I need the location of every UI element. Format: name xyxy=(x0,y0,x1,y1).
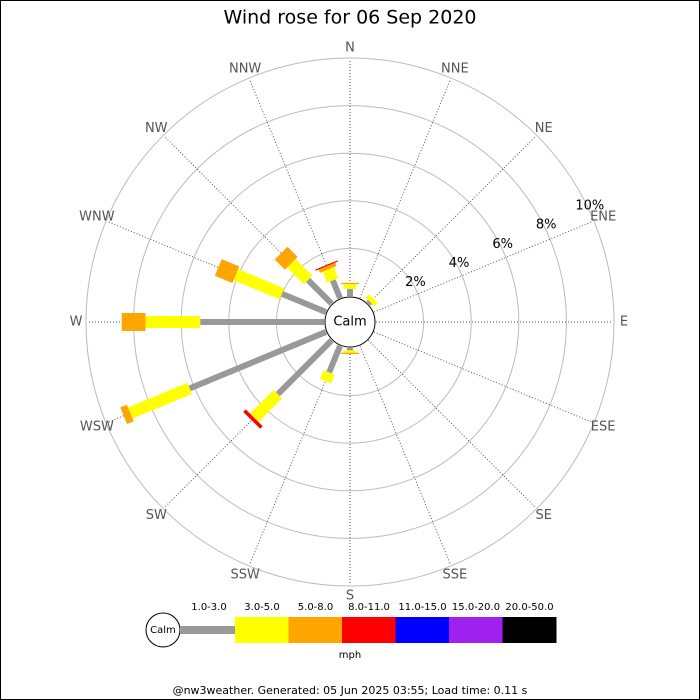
direction-label: NW xyxy=(145,121,168,136)
wind-bar xyxy=(326,344,343,374)
wind-bar xyxy=(347,348,353,351)
direction-label: SSW xyxy=(230,568,260,583)
legend-swatch xyxy=(342,617,396,643)
wind-bar xyxy=(214,259,240,284)
wind-bar xyxy=(188,329,328,392)
wind-bar xyxy=(243,409,263,429)
legend-label: 5.0-8.0 xyxy=(298,602,333,613)
wind-bar xyxy=(280,291,328,315)
wind-bar xyxy=(319,370,335,384)
wind-bar xyxy=(249,389,283,423)
direction-label: S xyxy=(346,589,354,604)
wind-bar xyxy=(127,382,192,419)
wind-bar xyxy=(344,350,356,353)
spoke xyxy=(368,340,536,508)
wind-bar xyxy=(318,262,337,273)
legend-label: 1.0-3.0 xyxy=(191,602,226,613)
direction-label: SE xyxy=(536,508,552,523)
calm-label: Calm xyxy=(333,315,366,330)
legend-swatch xyxy=(288,617,343,643)
wind-bar xyxy=(315,260,338,271)
direction-label: ENE xyxy=(590,210,616,225)
spoke xyxy=(249,345,341,565)
spoke xyxy=(373,331,593,423)
legend-label: 20.0-50.0 xyxy=(505,602,553,613)
r-tick-label: 2% xyxy=(405,275,426,290)
legend-label: 3.0-5.0 xyxy=(244,602,279,613)
wind-bar xyxy=(341,282,359,285)
direction-label: N xyxy=(345,41,355,56)
spoke xyxy=(359,79,451,299)
legend-calm-label: Calm xyxy=(150,625,176,636)
direction-label: SW xyxy=(146,508,167,523)
wind-bar xyxy=(145,316,201,328)
wind-bar xyxy=(200,319,324,325)
grid-ring xyxy=(85,57,615,587)
footer: @nw3weather. Generated: 05 Jun 2025 03:5… xyxy=(173,684,528,697)
direction-label: W xyxy=(70,315,83,330)
r-tick-label: 10% xyxy=(575,199,604,214)
spoke xyxy=(368,136,536,304)
legend-swatch xyxy=(235,617,289,643)
legend-swatch xyxy=(502,617,557,643)
wind-bar xyxy=(275,338,334,397)
wind-bar xyxy=(121,313,146,331)
legend-label: 8.0-11.0 xyxy=(348,602,390,613)
wind-bar xyxy=(286,258,313,285)
chart-title: Wind rose for 06 Sep 2020 xyxy=(223,7,476,29)
legend-label: 15.0-20.0 xyxy=(452,602,500,613)
wind-bar xyxy=(341,352,359,354)
wind-bar xyxy=(233,269,285,300)
legend-swatch xyxy=(449,617,503,643)
direction-label: WNW xyxy=(79,210,115,225)
wind-bar xyxy=(344,284,356,289)
unit-label: mph xyxy=(339,650,361,661)
wind-bar xyxy=(347,288,353,296)
wind-bar xyxy=(274,246,298,270)
r-tick-label: 8% xyxy=(536,218,557,233)
spoke xyxy=(373,221,593,313)
wind-bar xyxy=(366,299,373,306)
legend-swatch xyxy=(180,626,235,634)
direction-label: NNW xyxy=(229,61,261,76)
wind-bar xyxy=(365,294,378,307)
direction-label: NE xyxy=(535,121,553,136)
calm-circle xyxy=(324,296,376,348)
legend-swatch xyxy=(395,617,450,643)
direction-label: NNE xyxy=(441,61,469,76)
wind-bar xyxy=(120,404,134,425)
wind-bar xyxy=(305,277,334,306)
legend-label: 11.0-15.0 xyxy=(398,602,446,613)
direction-label: ESE xyxy=(591,419,616,434)
wind-bar xyxy=(329,279,343,300)
direction-label: SSE xyxy=(442,568,467,583)
wind-bar xyxy=(322,267,339,283)
r-tick-label: 6% xyxy=(492,237,513,252)
direction-label: E xyxy=(620,315,628,330)
r-tick-label: 4% xyxy=(449,256,470,271)
spoke xyxy=(359,345,451,565)
spoke xyxy=(249,79,341,299)
direction-label: WSW xyxy=(80,419,114,434)
